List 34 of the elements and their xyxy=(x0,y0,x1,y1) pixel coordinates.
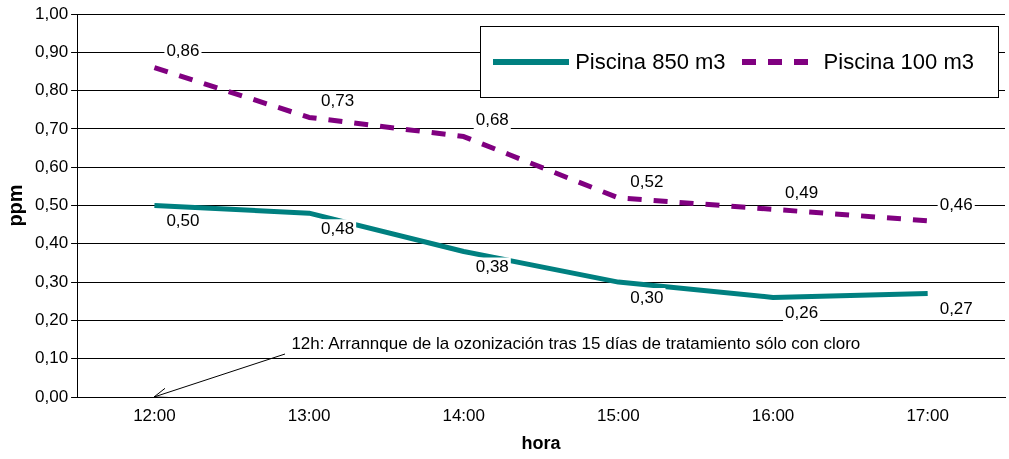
data-label: 0,48 xyxy=(321,218,355,238)
data-label: 0,26 xyxy=(785,303,819,323)
data-label: 0,49 xyxy=(785,183,819,203)
y-tick-label: 0,90 xyxy=(34,41,69,61)
data-label: 0,30 xyxy=(630,287,664,307)
y-tick-label: 0,70 xyxy=(34,118,69,138)
data-label: 0,68 xyxy=(475,110,509,130)
legend-label: Piscina 850 m3 xyxy=(575,49,726,75)
legend-label: Piscina 100 m3 xyxy=(823,49,974,75)
y-tick-label: 0,10 xyxy=(34,348,69,368)
data-label: 0,38 xyxy=(475,257,509,277)
data-label: 0,46 xyxy=(939,194,973,214)
y-axis-title: ppm xyxy=(3,184,26,227)
x-axis-title: hora xyxy=(521,433,562,454)
x-tick-label: 15:00 xyxy=(597,405,640,425)
y-tick-label: 0,20 xyxy=(34,310,69,330)
data-label: 0,86 xyxy=(166,41,200,61)
data-label: 0,27 xyxy=(939,299,973,319)
y-tick-label: 1,00 xyxy=(34,3,69,23)
x-tick-label: 12:00 xyxy=(133,405,176,425)
x-tick-label: 13:00 xyxy=(287,405,331,425)
annotation: 12h: Arrannque de la ozonización tras 15 días de tratamiento sólo con cloro xyxy=(289,334,863,354)
data-label: 0,50 xyxy=(166,211,200,231)
y-tick-label: 0,80 xyxy=(34,80,69,100)
y-tick-label: 0,60 xyxy=(34,156,69,176)
x-tick-label: 14:00 xyxy=(442,405,485,425)
y-tick-label: 0,40 xyxy=(34,233,69,253)
data-label: 0,52 xyxy=(630,171,664,191)
x-tick-label: 17:00 xyxy=(906,405,949,425)
y-tick-label: 0,50 xyxy=(34,195,69,215)
y-tick-label: 0,30 xyxy=(34,271,69,291)
x-tick-label: 16:00 xyxy=(751,405,795,425)
data-label: 0,73 xyxy=(321,91,355,111)
y-tick-label: 0,00 xyxy=(34,386,69,406)
